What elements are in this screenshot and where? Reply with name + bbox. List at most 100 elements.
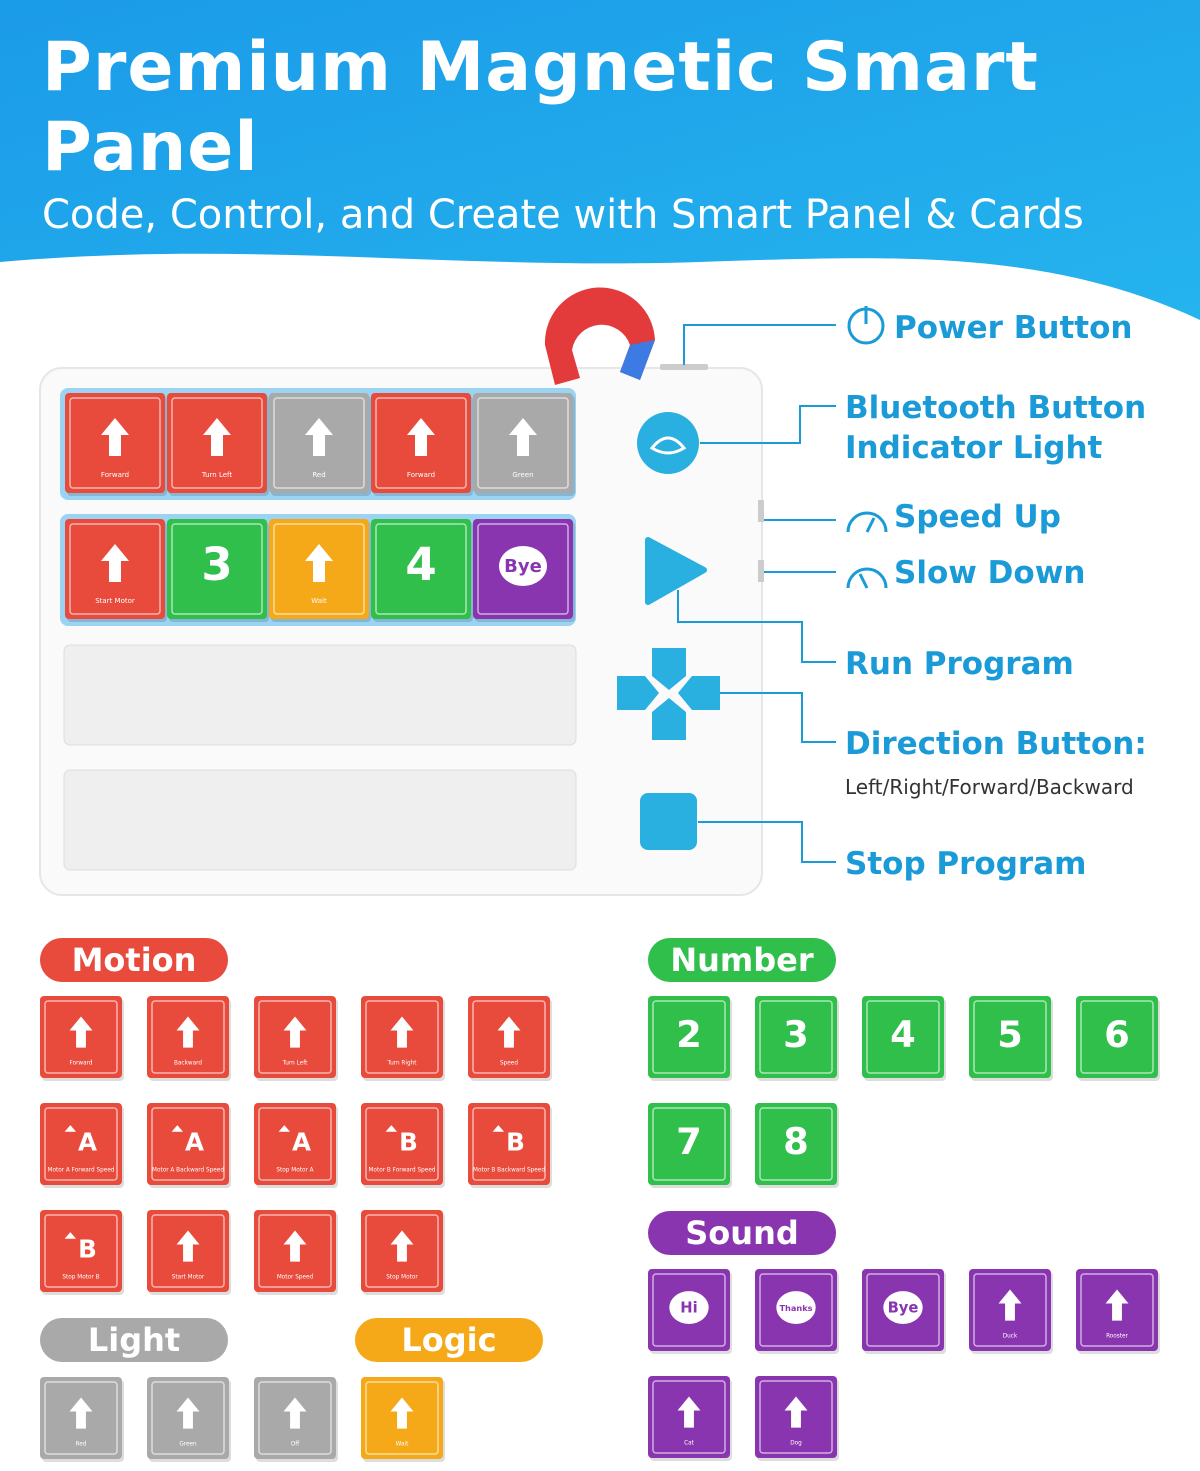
- card-face: [254, 1103, 336, 1185]
- card: Thanks: [755, 1269, 839, 1354]
- card-border: [652, 1380, 726, 1454]
- card-border: [866, 1000, 940, 1074]
- stop-button: [640, 793, 697, 850]
- card-icon: [407, 418, 435, 456]
- category-pill: [40, 938, 228, 982]
- card-label: Start Motor: [95, 597, 135, 605]
- card-label: Motor B Forward Speed: [368, 1168, 435, 1174]
- category-title: Sound: [685, 1214, 799, 1252]
- card-text: B: [506, 1128, 525, 1157]
- category-pill: [355, 1318, 543, 1362]
- card-label: Green: [512, 471, 533, 479]
- card: 8: [755, 1103, 839, 1188]
- card: Wait: [361, 1377, 445, 1462]
- card: Forward: [40, 996, 124, 1081]
- card: 3: [755, 996, 839, 1081]
- card-label: Motor Speed: [277, 1275, 314, 1281]
- callout-label: Stop Program: [845, 846, 1086, 882]
- bluetooth-icon: [649, 436, 687, 455]
- slow-down-switch: [758, 560, 764, 582]
- card-border: [365, 1107, 439, 1181]
- card-label: Stop Motor: [386, 1275, 418, 1281]
- run-button: [645, 537, 707, 605]
- card-label: Turn Left: [282, 1061, 309, 1067]
- card-icon: [998, 1289, 1022, 1321]
- card-border: [44, 1214, 118, 1288]
- card-icon: [283, 1397, 307, 1429]
- card-label: Red: [76, 1442, 87, 1448]
- card-label: Duck: [1003, 1334, 1018, 1340]
- card-border: [472, 1107, 546, 1181]
- slow-down-icon: [846, 567, 888, 589]
- card: Start Motor: [147, 1210, 231, 1295]
- card-label: Motor A Backward Speed: [152, 1168, 224, 1174]
- card: Bye: [473, 519, 575, 622]
- power-switch: [660, 364, 708, 370]
- card: Cat: [648, 1376, 732, 1461]
- card-text: 4: [890, 1013, 916, 1056]
- card: Off: [254, 1377, 338, 1462]
- card-label: Forward: [101, 471, 129, 479]
- card-text: 6: [1104, 1013, 1130, 1056]
- card-text: A: [185, 1128, 204, 1157]
- category-pill: [648, 938, 836, 982]
- card-border: [69, 397, 161, 489]
- card-border: [375, 523, 467, 615]
- leader-line: [677, 590, 836, 663]
- card-border: [866, 1273, 940, 1347]
- card-text: B: [78, 1235, 97, 1264]
- card: Red: [40, 1377, 124, 1462]
- card: Turn Right: [361, 996, 445, 1081]
- card: 5: [969, 996, 1053, 1081]
- card-icon: [385, 1125, 398, 1132]
- card-border: [365, 1381, 439, 1455]
- card-border: [273, 523, 365, 615]
- card: A Stop Motor A: [254, 1103, 338, 1188]
- card: Turn Left: [167, 393, 269, 496]
- card-face: [755, 996, 837, 1078]
- card: 6: [1076, 996, 1160, 1081]
- card-face: [167, 519, 267, 619]
- category-pill: [40, 1318, 228, 1362]
- category-title: Light: [88, 1321, 180, 1359]
- card: 3: [167, 519, 269, 622]
- card-label: Speed: [500, 1061, 518, 1067]
- card-border: [973, 1000, 1047, 1074]
- magnet-tip: [620, 340, 655, 380]
- card: Turn Left: [254, 996, 338, 1081]
- speed-up-switch: [758, 500, 764, 522]
- card-text: 4: [405, 538, 436, 591]
- card-icon: [278, 1125, 291, 1132]
- card-icon: [283, 1016, 307, 1048]
- card-icon: [677, 1396, 701, 1428]
- card-icon: [305, 544, 333, 582]
- card-border: [151, 1214, 225, 1288]
- card-face: [371, 519, 471, 619]
- card-label: Turn Left: [201, 471, 232, 479]
- card-label: Motor A Forward Speed: [48, 1168, 115, 1174]
- card: A Motor A Backward Speed: [147, 1103, 231, 1188]
- card: Wait: [269, 519, 371, 622]
- card-label: Forward: [407, 471, 435, 479]
- card-icon: [176, 1016, 200, 1048]
- card-text: 3: [201, 538, 232, 591]
- callout-label: Bluetooth Button: [845, 390, 1146, 426]
- card-icon: [64, 1125, 77, 1132]
- card: 2: [648, 996, 732, 1081]
- callout-note: Left/Right/Forward/Backward: [845, 775, 1134, 799]
- card-border: [477, 397, 569, 489]
- card-icon: [390, 1397, 414, 1429]
- card-label: Turn Right: [386, 1061, 417, 1067]
- card: B Motor B Backward Speed: [468, 1103, 552, 1188]
- card-label: Cat: [684, 1441, 695, 1447]
- leader-line: [720, 692, 836, 743]
- card-icon: [283, 1230, 307, 1262]
- card-icon: [390, 1230, 414, 1262]
- card-border: [171, 523, 263, 615]
- card-label: Forward: [69, 1061, 92, 1067]
- slot-row-3: [63, 644, 577, 746]
- slot-row-4: [63, 769, 577, 871]
- card-border: [477, 523, 569, 615]
- card-text: 2: [676, 1013, 702, 1056]
